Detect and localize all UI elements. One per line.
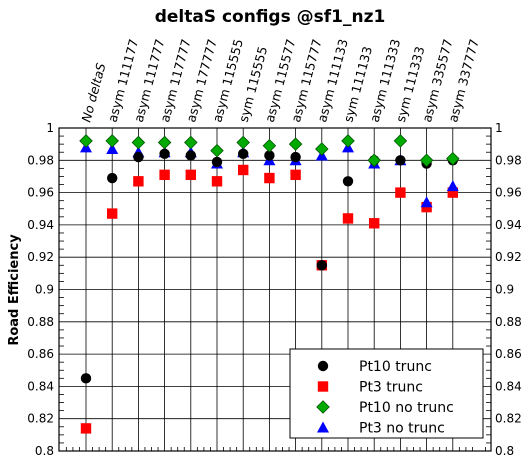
data-point-circle: [342, 176, 354, 187]
y-tick-label-right: 0.96: [495, 186, 522, 200]
y-tick-label-right: 0.88: [495, 315, 522, 329]
data-point-diamond: [315, 142, 329, 156]
data-point-square: [133, 176, 144, 187]
data-point-circle: [238, 148, 249, 160]
data-point-diamond: [184, 135, 198, 150]
data-point-square: [211, 176, 223, 187]
data-point-diamond: [341, 134, 355, 148]
data-point-square: [159, 169, 170, 181]
plot-frame: [58, 127, 492, 452]
axis-ticks: 0.8 0.8 0.82 0.82 0.84 0.84 0.86 0.86 0.88 0.88 0.…: [27, 121, 521, 458]
y-tick-label-right: 0.98: [495, 153, 522, 167]
data-point-diamond: [393, 134, 408, 148]
y-axis-label: Road Efficiency: [7, 234, 22, 346]
legend-marker-diamond: [316, 400, 330, 414]
data-point-diamond: [419, 153, 434, 168]
data-point-square: [264, 172, 275, 184]
data-point-diamond: [367, 153, 381, 168]
data-point-circle: [159, 148, 170, 160]
data-point-circle: [264, 150, 275, 161]
x-tick-label: No deltaS: [78, 61, 108, 123]
chart-title: deltaS configs @sf1_nz1: [155, 7, 386, 27]
y-tick-label-left: 1: [46, 121, 54, 135]
y-tick-label-left: 0.94: [27, 218, 54, 232]
data-point-triangle: [106, 142, 119, 154]
y-tick-label-right: 0.84: [495, 379, 522, 393]
legend: Pt10 trunc Pt3 trunc Pt10 no trunc Pt3 no t…: [289, 348, 484, 439]
data-point-circle: [211, 156, 223, 168]
y-tick-label-right: 0.8: [495, 444, 514, 458]
legend-label: Pt3 trunc: [359, 380, 423, 396]
data-point-diamond: [157, 135, 172, 150]
y-tick-label-left: 0.98: [27, 153, 54, 167]
data-point-square: [447, 187, 458, 198]
y-tick-label-left: 0.9: [35, 283, 54, 297]
data-point-square: [238, 164, 249, 176]
data-point-circle: [395, 155, 406, 166]
y-tick-label-left: 0.96: [27, 186, 54, 200]
data-point-diamond: [210, 143, 224, 158]
data-point-square: [290, 169, 301, 181]
y-tick-label-right: 0.9: [495, 283, 514, 297]
y-tick-label-left: 0.84: [27, 379, 54, 393]
data-point-circle: [107, 172, 118, 184]
data-point-diamond: [236, 135, 250, 150]
data-point-diamond: [262, 138, 277, 153]
data-point-circle: [80, 373, 92, 384]
legend-marker-square: [317, 381, 329, 392]
data-point-square: [185, 169, 196, 181]
data-point-diamond: [105, 134, 119, 148]
data-point-diamond: [131, 135, 146, 150]
data-point-square: [80, 423, 92, 434]
y-tick-label-right: 0.92: [495, 250, 522, 264]
y-tick-label-right: 0.82: [495, 412, 522, 426]
data-point-triangle: [420, 196, 433, 208]
y-tick-label-left: 0.86: [27, 347, 54, 361]
legend-marker-triangle: [317, 421, 329, 433]
legend-label: Pt10 no trunc: [359, 400, 454, 416]
y-tick-label-left: 0.92: [27, 250, 54, 264]
y-tick-label-left: 0.88: [27, 315, 54, 329]
data-point-diamond: [79, 134, 93, 148]
data-point-diamond: [446, 151, 460, 166]
data-point-circle: [316, 260, 327, 271]
data-point-triangle: [446, 180, 459, 192]
data-point-diamond: [288, 137, 303, 151]
data-point-square: [395, 187, 406, 198]
y-tick-label-right: 0.86: [495, 347, 522, 361]
y-tick-label-right: 1: [495, 121, 503, 135]
data-point-circle: [185, 150, 196, 161]
legend-label: Pt10 trunc: [359, 359, 432, 375]
data-point-square: [107, 208, 118, 219]
legend-label: Pt3 no trunc: [359, 421, 445, 437]
legend-marker-circle: [317, 360, 329, 372]
y-tick-label-left: 0.8: [35, 444, 54, 458]
data-point-circle: [290, 151, 301, 163]
y-tick-label-left: 0.82: [27, 412, 54, 426]
data-point-square: [342, 213, 354, 224]
data-marks: [79, 134, 460, 434]
data-point-square: [369, 218, 380, 229]
data-point-circle: [133, 151, 144, 163]
y-tick-label-right: 0.94: [495, 218, 522, 232]
